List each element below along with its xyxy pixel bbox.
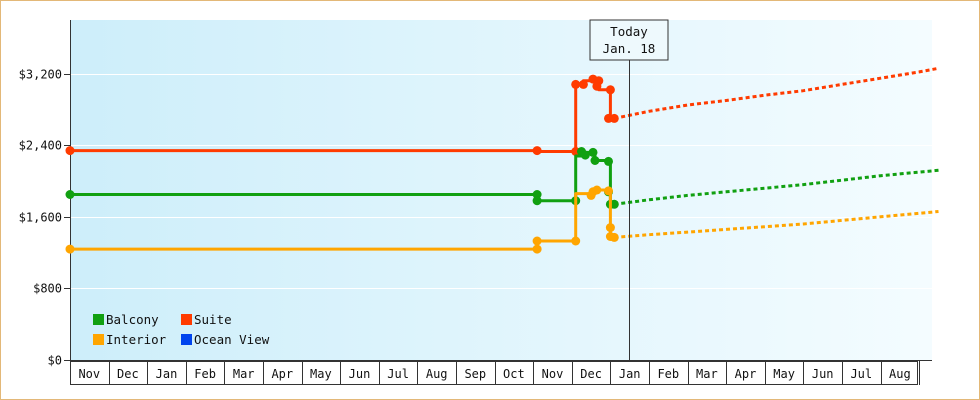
- legend: Balcony Suite Interior Ocean View: [93, 312, 270, 347]
- month-label: Apr: [271, 367, 293, 381]
- data-point[interactable]: [609, 199, 619, 209]
- month-label: Oct: [503, 367, 525, 381]
- y-tick-label: $1,600: [19, 211, 62, 225]
- today-marker: Today Jan. 18: [589, 19, 669, 360]
- month-label: Nov: [78, 367, 100, 381]
- y-tick-label: $0: [48, 354, 62, 368]
- today-box: [589, 19, 669, 61]
- month-label: Jan: [619, 367, 641, 381]
- forecast-line: [613, 66, 939, 120]
- month-label: Mar: [233, 367, 255, 381]
- data-point[interactable]: [609, 113, 619, 123]
- month-label: May: [773, 367, 795, 381]
- y-tick-label: $800: [33, 282, 62, 296]
- y-tick-label: $3,200: [19, 68, 62, 82]
- legend-swatch: [93, 314, 104, 325]
- data-point[interactable]: [605, 223, 615, 233]
- legend-swatch: [93, 334, 104, 345]
- month-axis: Nov Dec Jan Feb Mar Apr May Jun Jul Aug Sep Oct Nov D…: [70, 361, 920, 385]
- data-point[interactable]: [532, 146, 542, 156]
- series-layer: [65, 66, 939, 254]
- data-point[interactable]: [571, 236, 581, 246]
- month-bar-background: [70, 361, 918, 385]
- forecast-line: [614, 168, 939, 206]
- data-point[interactable]: [571, 79, 581, 89]
- month-label: Jun: [812, 367, 834, 381]
- data-point[interactable]: [578, 79, 588, 89]
- forecast-line: [614, 210, 939, 239]
- month-label: Jul: [850, 367, 872, 381]
- legend-swatch: [181, 314, 192, 325]
- legend-label: Balcony: [106, 312, 159, 327]
- data-point[interactable]: [580, 150, 590, 160]
- data-point[interactable]: [532, 244, 542, 254]
- today-date: Jan. 18: [603, 41, 656, 56]
- data-point[interactable]: [604, 156, 613, 166]
- data-point[interactable]: [532, 190, 542, 199]
- data-point[interactable]: [609, 232, 619, 242]
- legend-label: Suite: [194, 312, 232, 327]
- month-label: Jun: [349, 367, 371, 381]
- month-label: Nov: [542, 367, 564, 381]
- legend-label: Ocean View: [194, 332, 270, 347]
- legend-label: Interior: [106, 332, 167, 347]
- data-point[interactable]: [590, 156, 600, 165]
- month-label: Dec: [580, 367, 602, 381]
- y-tick-label: $2,400: [19, 139, 62, 153]
- data-point[interactable]: [592, 185, 602, 195]
- data-point[interactable]: [65, 190, 75, 199]
- data-point[interactable]: [532, 196, 542, 206]
- month-label: May: [310, 367, 332, 381]
- today-label: Today: [610, 24, 648, 39]
- month-label: Feb: [657, 367, 679, 381]
- month-label: Sep: [464, 367, 486, 381]
- data-point[interactable]: [532, 236, 542, 246]
- data-point[interactable]: [605, 85, 615, 95]
- data-point[interactable]: [604, 186, 613, 196]
- month-label: Apr: [735, 367, 757, 381]
- grid-lines: [70, 74, 932, 289]
- month-label: Aug: [889, 367, 911, 381]
- month-label: Feb: [194, 367, 216, 381]
- series-balcony: [65, 147, 939, 209]
- month-label: Mar: [696, 367, 718, 381]
- y-axis-ticks: $0 $800 $1,600 $2,400 $3,200: [19, 68, 70, 368]
- month-label: Jul: [387, 367, 409, 381]
- data-point[interactable]: [592, 81, 602, 91]
- series-interior: [65, 185, 939, 254]
- month-label: Jan: [156, 367, 178, 381]
- data-point[interactable]: [588, 147, 598, 157]
- month-label: Aug: [426, 367, 448, 381]
- plot-background: [70, 20, 932, 360]
- data-point[interactable]: [65, 146, 75, 156]
- legend-swatch: [181, 334, 192, 345]
- month-label: Dec: [117, 367, 139, 381]
- data-point[interactable]: [65, 244, 75, 254]
